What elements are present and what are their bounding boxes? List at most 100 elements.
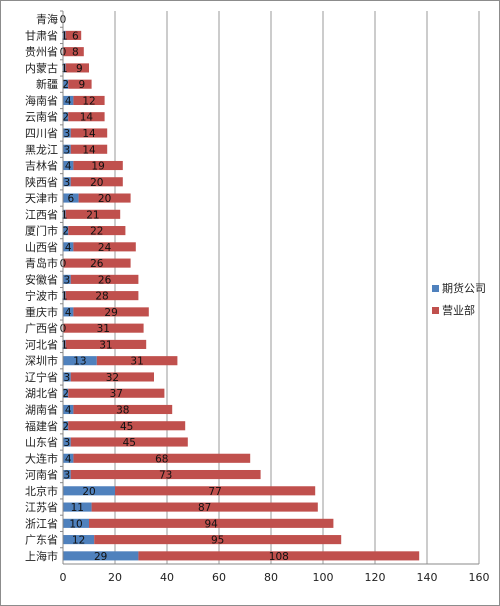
data-label-期货公司: 2 [62,112,69,124]
bar-营业部 [78,193,131,203]
category-label: 重庆市 [25,305,58,319]
data-label-期货公司: 1 [61,291,68,303]
bar-期货公司 [63,128,71,138]
data-label-营业部: 26 [90,258,104,270]
data-label-营业部: 77 [208,486,221,498]
data-label-营业部: 14 [80,112,94,124]
data-label-营业部: 38 [116,404,129,416]
legend-label-期货公司: 期货公司 [442,281,486,295]
data-label-营业部: 28 [95,291,108,303]
bar-期货公司 [63,404,74,415]
bar-期货公司 [63,339,66,349]
bar-营业部 [115,486,316,496]
category-label: 湖南省 [25,403,58,416]
data-label-期货公司: 12 [72,535,85,547]
bar-营业部 [138,551,420,561]
category-labels: 青海甘肃省贵州省内蒙古新疆海南省云南省四川省黑龙江吉林省陕西省天津市江西省厦门市… [25,12,58,563]
bar-营业部 [70,469,261,480]
data-label-期货公司: 4 [65,161,72,173]
data-label-期货公司: 3 [64,470,71,482]
data-label-营业部: 26 [98,274,112,286]
category-label: 浙江省 [25,517,58,530]
x-tick-60: 60 [212,571,226,584]
data-label-营业部: 73 [159,470,172,482]
category-label: 吉林省 [25,159,58,173]
x-tick-40: 40 [160,571,174,584]
bar-营业部 [70,274,139,284]
data-label-期货公司: 10 [69,518,82,530]
category-label: 黑龙江 [25,143,58,156]
bar-期货公司 [63,112,69,122]
bar-营业部 [65,339,147,349]
category-label: 江苏省 [25,501,58,514]
data-label-营业部: 68 [155,453,168,465]
category-label: 福建省 [25,419,58,433]
bar-营业部 [70,372,154,382]
data-label-期货公司: 3 [64,144,71,156]
data-label-营业部: 20 [98,193,111,205]
data-label-期货公司: 4 [65,307,72,319]
bar-期货公司 [63,144,71,154]
data-label-营业部: 31 [97,323,110,335]
category-label: 宁波市 [25,289,58,303]
bar-期货公司 [63,274,71,284]
data-label-营业部: 12 [82,95,95,107]
bar-营业部 [68,388,165,398]
bar-营业部 [68,226,126,236]
category-label: 厦门市 [25,224,58,238]
bar-营业部 [96,356,178,366]
bar-期货公司 [63,177,71,187]
bar-营业部 [70,437,188,447]
category-label: 广东省 [25,534,58,547]
data-label-营业部: 8 [72,47,79,59]
bar-营业部 [68,421,186,431]
data-label-期货公司: 13 [73,356,86,368]
x-tick-160: 160 [469,571,490,584]
category-label: 甘肃省 [25,29,58,42]
bar-期货公司 [63,193,79,203]
data-label-营业部: 37 [110,388,123,400]
category-label: 上海市 [25,549,58,563]
data-label-营业部: 45 [123,437,136,449]
category-label: 贵州省 [25,46,58,59]
bar-营业部 [73,404,173,415]
data-label-营业部: 95 [211,535,224,547]
x-tick-140: 140 [417,571,438,584]
data-label-营业部: 94 [205,518,219,530]
bar-营业部 [73,95,105,106]
bar-营业部 [73,453,251,463]
x-tick-120: 120 [365,571,386,584]
data-label-营业部: 14 [82,128,96,140]
bar-营业部 [65,291,139,301]
bar-期货公司 [63,209,66,219]
data-label-营业部: 32 [106,372,119,384]
data-label-营业部: 21 [86,209,99,221]
data-label-期货公司: 4 [65,404,72,416]
bar-营业部 [73,160,123,171]
bar-营业部 [70,177,123,187]
data-label-期货公司: 4 [65,453,72,465]
category-label: 天津市 [25,191,58,205]
bar-期货公司 [63,160,74,171]
bar-期货公司 [63,30,66,40]
data-label-营业部: 9 [76,63,83,75]
x-tick-80: 80 [264,571,278,584]
category-label: 安徽省 [25,272,58,286]
data-label-营业部: 108 [269,551,289,563]
data-label-期货公司: 2 [62,388,69,400]
category-label: 大连市 [25,451,58,465]
category-label: 山西省 [25,241,58,254]
data-label-期货公司: 3 [64,274,71,286]
x-tick-100: 100 [313,571,334,584]
data-label-期货公司: 6 [67,193,74,205]
bar-期货公司 [63,95,74,106]
bar-期货公司 [63,388,69,398]
category-label: 辽宁省 [25,370,58,384]
bar-营业部 [68,79,92,89]
data-label-营业部: 19 [91,161,104,173]
category-label: 陕西省 [25,175,58,189]
legend-label-营业部: 营业部 [442,303,475,317]
